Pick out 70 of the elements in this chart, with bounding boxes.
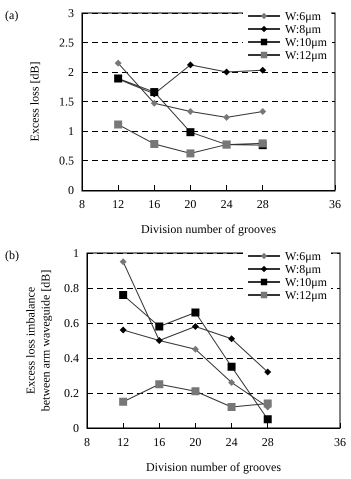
y-tick-label: 0.8 <box>64 281 79 295</box>
point <box>186 108 194 116</box>
x-tick-label: 12 <box>112 197 124 211</box>
y-tick-label: 0.2 <box>64 386 79 400</box>
y-tick-label: 1 <box>68 124 74 138</box>
y-tick-label: 0.6 <box>64 316 79 330</box>
legend-label: W:10μm <box>285 275 328 289</box>
chart-title: (a) <box>5 8 18 22</box>
point <box>264 368 272 376</box>
y-tick-label: 1.5 <box>59 94 74 108</box>
point <box>119 291 128 299</box>
point <box>228 362 236 371</box>
legend-label: W:8μm <box>285 262 322 276</box>
x-tick-label: 20 <box>189 435 202 449</box>
point <box>228 403 236 411</box>
point <box>150 140 158 148</box>
point <box>114 120 122 129</box>
point <box>223 68 230 76</box>
point <box>191 308 200 316</box>
y-axis-title: Excess loss imbalance between arm waveguide [dB] <box>24 270 53 412</box>
x-tick-label: 8 <box>84 435 90 449</box>
legend-label: W:12μm <box>285 288 328 302</box>
point <box>264 415 272 424</box>
x-tick-label: 36 <box>329 197 341 211</box>
legend-label: W:10μm <box>285 35 328 49</box>
point <box>186 149 194 158</box>
chart-title: (b) <box>5 248 19 262</box>
x-tick-label: 16 <box>148 197 160 211</box>
point <box>191 387 200 396</box>
point <box>259 66 266 74</box>
legend-label: W:12μm <box>285 48 328 62</box>
point <box>192 323 199 330</box>
point <box>150 100 158 107</box>
point <box>259 108 266 116</box>
x-tick-label: 24 <box>220 197 233 211</box>
point <box>120 326 127 334</box>
legend-label: W:6μm <box>285 249 322 263</box>
x-tick-label: 24 <box>226 435 238 449</box>
y-tick-label: 0.4 <box>64 351 79 365</box>
y-tick-label: 1 <box>73 246 79 260</box>
y-tick-label: 0 <box>73 421 79 435</box>
point <box>119 398 128 406</box>
point <box>192 346 199 353</box>
point <box>155 322 164 330</box>
point <box>120 258 127 266</box>
y-tick-label: 3 <box>68 6 74 20</box>
point <box>264 400 272 408</box>
point <box>223 114 230 121</box>
x-axis-title: Division number of grooves <box>146 460 282 474</box>
y-axis-title: Excess loss [dB] <box>28 62 42 142</box>
point <box>186 61 194 68</box>
x-tick-label: 28 <box>262 435 274 449</box>
x-tick-label: 20 <box>184 197 196 211</box>
point <box>155 380 164 388</box>
point <box>228 335 236 342</box>
legend-label: W:6μm <box>285 9 322 23</box>
point <box>114 60 122 67</box>
x-tick-label: 28 <box>256 197 269 211</box>
point <box>228 379 236 386</box>
x-tick-label: 36 <box>334 435 346 449</box>
legend-label: W:8μm <box>285 22 322 36</box>
y-tick-label: 2 <box>68 65 74 79</box>
x-axis-title: Division number of grooves <box>141 222 276 236</box>
x-tick-label: 16 <box>153 435 166 449</box>
point <box>186 128 194 136</box>
x-tick-label: 12 <box>117 435 130 449</box>
y-tick-label: 2.5 <box>59 36 74 50</box>
x-tick-label: 8 <box>79 197 85 211</box>
y-tick-label: 0.5 <box>59 154 74 168</box>
y-tick-label: 0 <box>68 183 74 197</box>
